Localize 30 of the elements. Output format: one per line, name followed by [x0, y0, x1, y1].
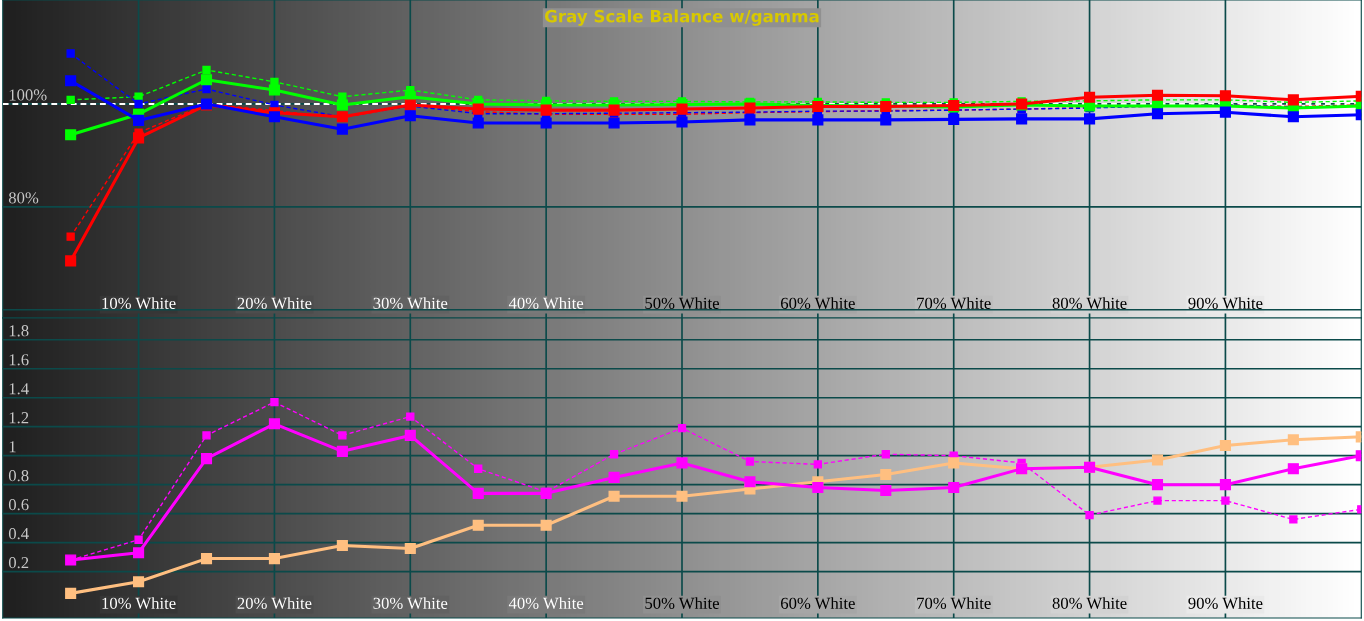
- x-tick-label: 40% White: [508, 297, 584, 309]
- x-tick-label: 90% White: [1188, 597, 1263, 609]
- x-tick-label: 30% White: [373, 597, 448, 609]
- x-tick-label: 60% White: [781, 597, 855, 609]
- x-tick-label: 50% White: [645, 597, 719, 609]
- x-tick-label: 80% White: [1052, 597, 1127, 609]
- x-tick-label: 40% White: [508, 597, 584, 609]
- y-tick-label: 100%: [9, 89, 47, 101]
- x-tick-label: 60% White: [781, 297, 855, 309]
- text: Gray Scale Balance w/gamma: [545, 9, 819, 26]
- x-tick-label: 10% White: [102, 597, 176, 609]
- y-tick-label: 0.2: [8, 556, 29, 569]
- y-tick-label: 0.4: [8, 528, 29, 540]
- y-tick-label: 80%: [8, 192, 39, 204]
- x-tick-label: 20% White: [237, 297, 312, 309]
- x-tick-label: 30% White: [373, 297, 448, 309]
- y-tick-label: 1.2: [9, 412, 29, 424]
- x-tick-label: 10% White: [102, 297, 176, 309]
- x-tick-label: 70% White: [917, 597, 991, 609]
- y-tick-label: 1.8: [9, 325, 29, 337]
- x-tick-label: 80% White: [1052, 297, 1127, 309]
- x-tick-label: 20% White: [237, 597, 312, 609]
- x-tick-label: 50% White: [645, 297, 719, 309]
- x-tick-label: 90% White: [1188, 297, 1263, 309]
- y-tick-label: 1.6: [9, 354, 29, 366]
- y-tick-label: 1.4: [9, 383, 29, 395]
- x-tick-label: 70% White: [917, 297, 991, 309]
- y-tick-label: 0.8: [8, 470, 29, 482]
- y-tick-label: 1: [9, 441, 16, 453]
- y-tick-label: 0.6: [8, 499, 29, 511]
